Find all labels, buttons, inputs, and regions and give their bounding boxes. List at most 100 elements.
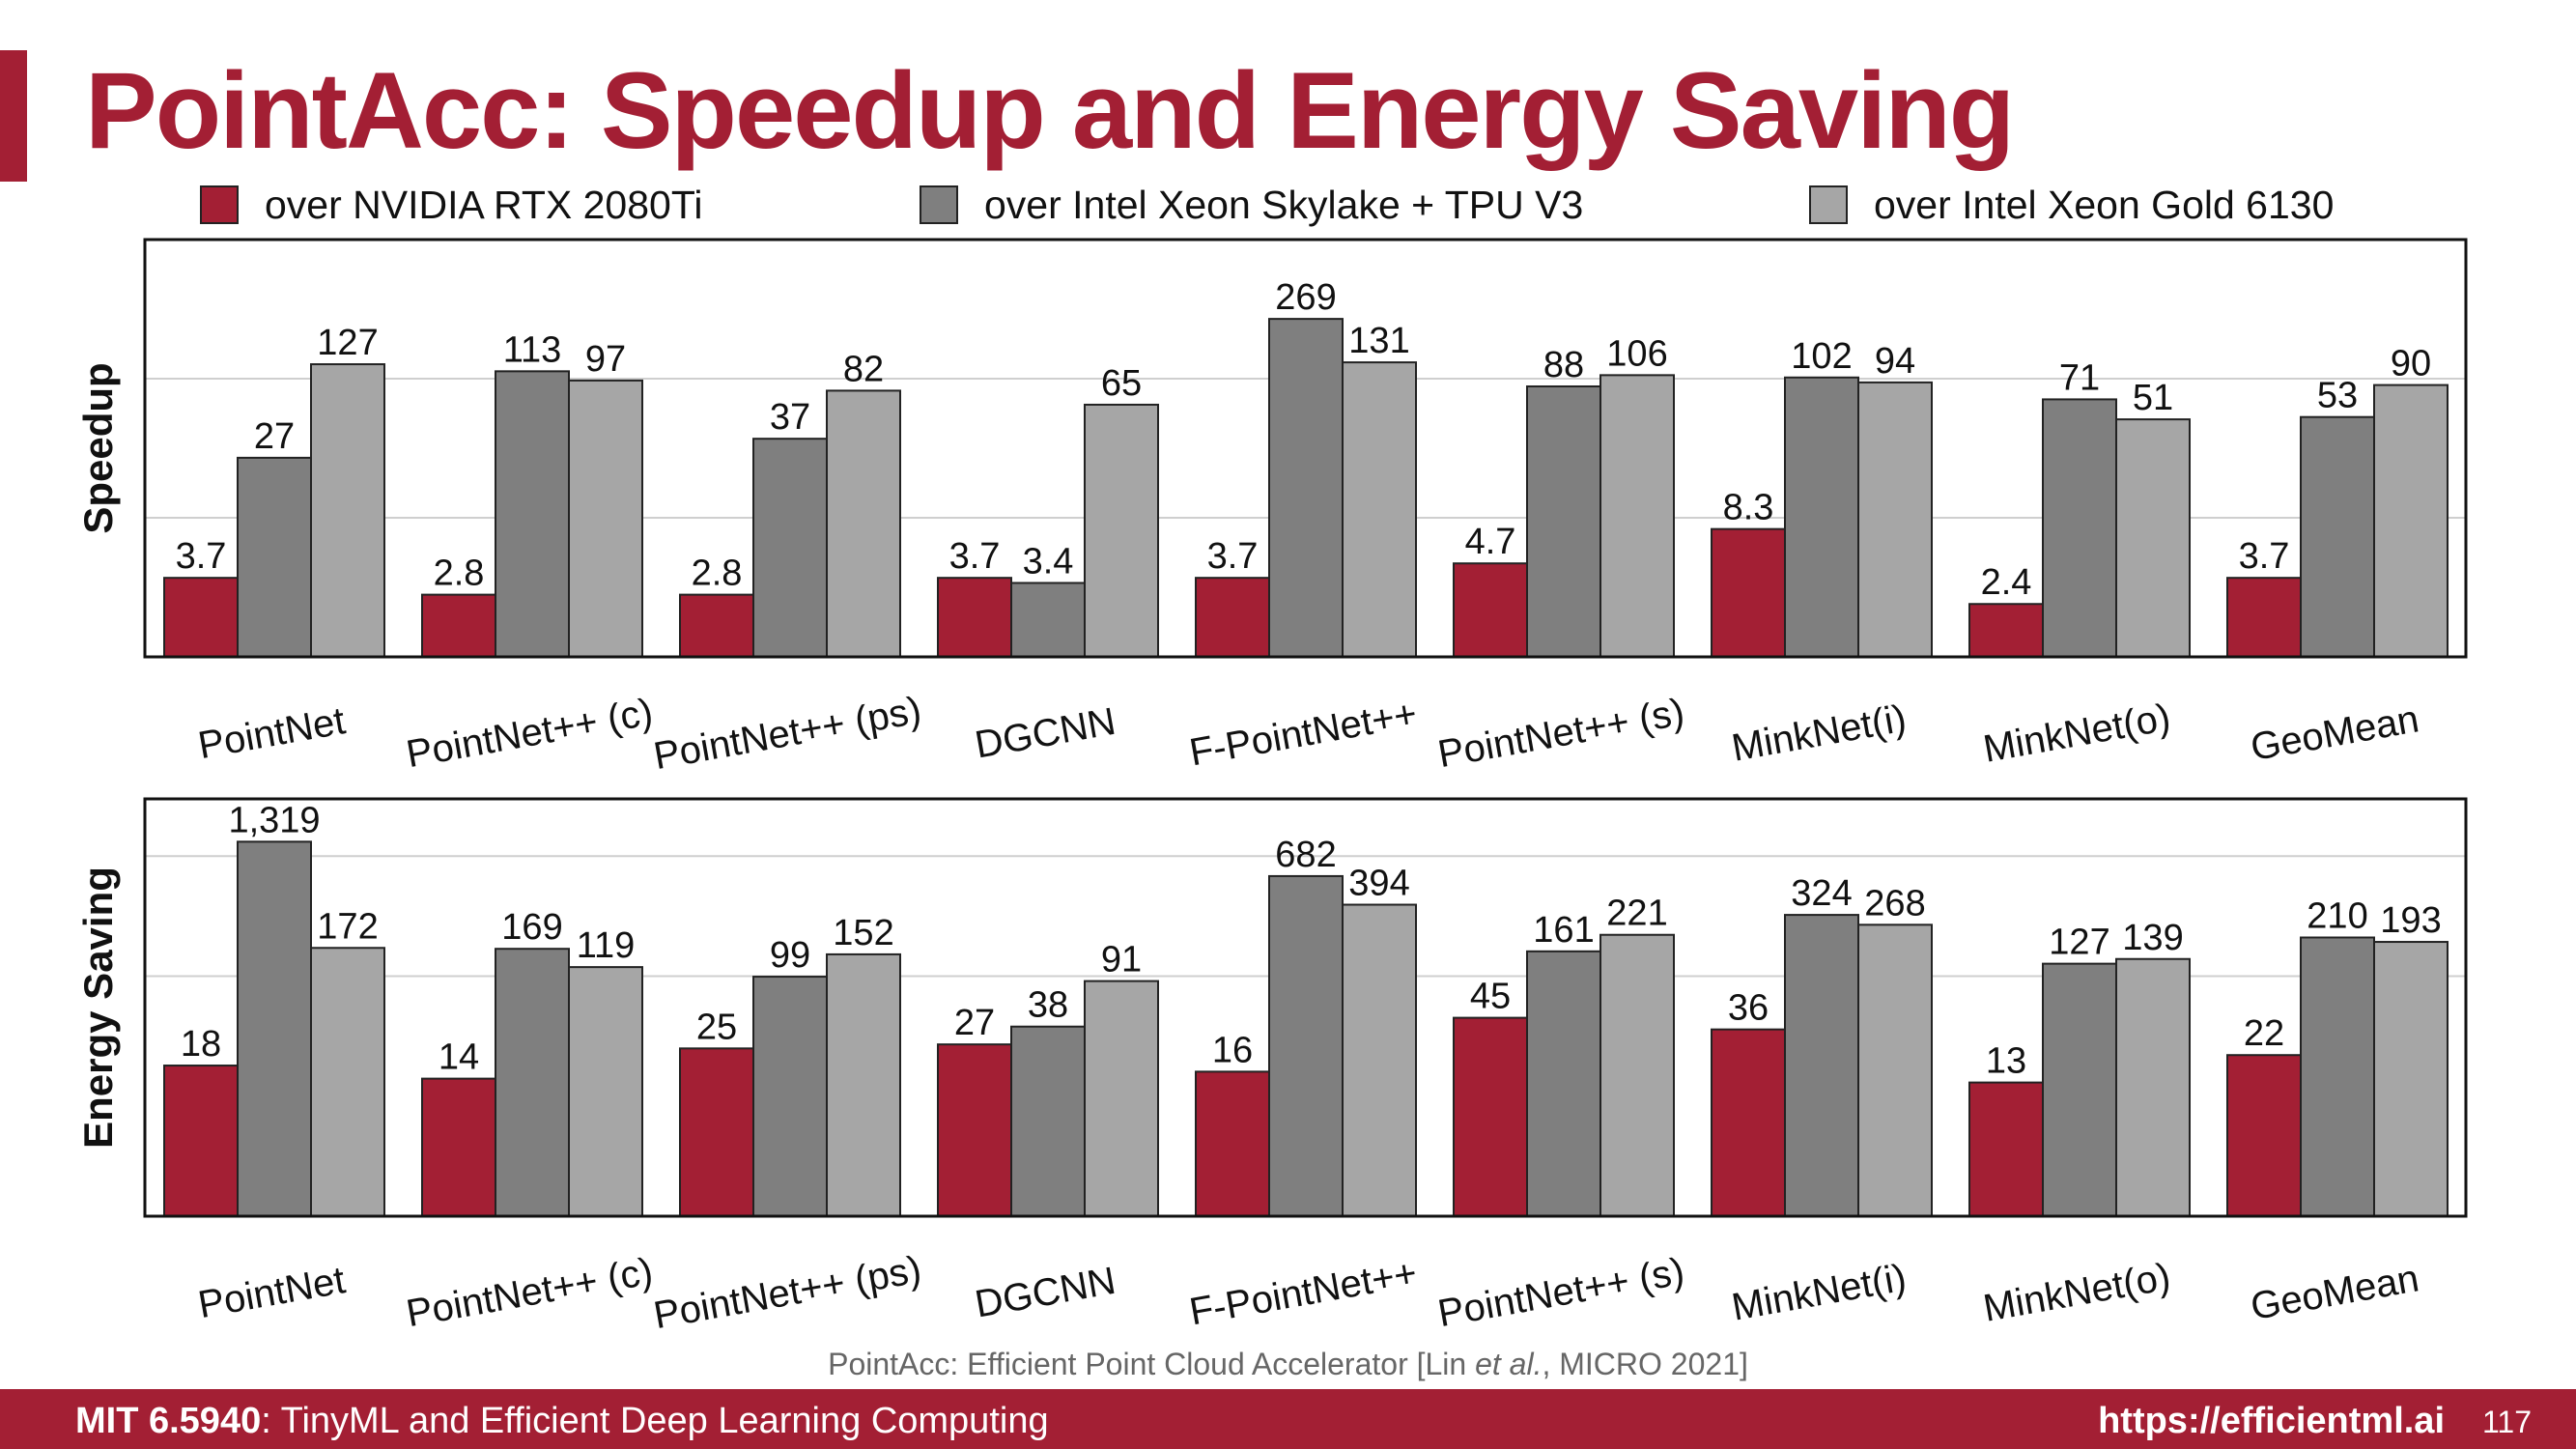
data-label: 221 xyxy=(1606,894,1667,934)
data-label: 139 xyxy=(2122,918,2183,958)
bar xyxy=(1453,1016,1528,1218)
data-label: 14 xyxy=(439,1037,479,1078)
bar xyxy=(1010,582,1086,659)
bar xyxy=(1968,603,2044,658)
category-label: PointNet xyxy=(195,699,349,767)
data-label: 71 xyxy=(2059,357,2100,398)
data-label: 18 xyxy=(181,1024,221,1065)
bar xyxy=(2115,418,2191,658)
data-label: 82 xyxy=(843,349,884,389)
category-label: GeoMean xyxy=(2248,1257,2422,1328)
citation: PointAcc: Efficient Point Cloud Accelera… xyxy=(0,1347,2576,1382)
bar xyxy=(495,370,570,658)
bar xyxy=(752,438,828,658)
data-label: 88 xyxy=(1543,345,1584,385)
category-label: F-PointNet++ xyxy=(1186,693,1420,775)
legend-label: over Intel Xeon Gold 6130 xyxy=(1874,183,2334,227)
data-label: 36 xyxy=(1728,988,1769,1029)
data-label: 3.7 xyxy=(1207,536,1259,577)
category-label: F-PointNet++ xyxy=(1186,1252,1420,1334)
bar xyxy=(237,840,312,1217)
data-label: 99 xyxy=(770,935,810,976)
bar xyxy=(1526,950,1601,1217)
data-label: 65 xyxy=(1101,363,1142,404)
bar xyxy=(310,947,385,1217)
bar xyxy=(1857,923,1933,1218)
bar xyxy=(2300,936,2375,1217)
website-link[interactable]: https://efficientml.ai xyxy=(2098,1401,2445,1441)
bar xyxy=(1599,374,1675,658)
plot-frame xyxy=(143,797,2468,1218)
bar xyxy=(1857,381,1933,658)
category-label: MinkNet(i) xyxy=(1729,1257,1910,1329)
category-label: PointNet++ (c) xyxy=(403,691,656,776)
data-label: 131 xyxy=(1348,321,1409,361)
bar xyxy=(421,593,496,659)
data-label: 193 xyxy=(2380,900,2441,941)
citation-prefix: PointAcc: Efficient Point Cloud Accelera… xyxy=(828,1347,1476,1381)
data-label: 37 xyxy=(770,397,810,438)
bar xyxy=(1453,562,1528,658)
data-label: 127 xyxy=(2049,923,2109,963)
bar xyxy=(826,952,901,1217)
bar xyxy=(495,948,570,1218)
category-label: GeoMean xyxy=(2248,697,2422,769)
course-label: MIT 6.5940: TinyML and Efficient Deep Le… xyxy=(75,1401,1049,1442)
category-label: DGCNN xyxy=(972,1260,1118,1326)
bar xyxy=(1711,527,1786,659)
bar xyxy=(163,577,239,658)
y-axis-label: Energy Saving xyxy=(75,867,121,1149)
citation-suffix: , MICRO 2021] xyxy=(1542,1347,1748,1381)
bar xyxy=(568,966,643,1217)
bar xyxy=(679,1047,754,1218)
category-label: DGCNN xyxy=(972,700,1118,767)
data-label: 22 xyxy=(2244,1013,2284,1054)
bar xyxy=(1195,1070,1270,1218)
category-label: PointNet++ (s) xyxy=(1434,1250,1687,1335)
data-label: 2.8 xyxy=(692,554,743,594)
bar xyxy=(679,593,754,659)
data-label: 127 xyxy=(317,323,378,363)
bar xyxy=(2226,1054,2302,1217)
bar xyxy=(1268,318,1344,658)
course-name: : TinyML and Efficient Deep Learning Com… xyxy=(261,1401,1049,1441)
bar xyxy=(937,1043,1012,1218)
bar xyxy=(1084,403,1159,658)
course-code: MIT 6.5940 xyxy=(75,1401,262,1441)
bar xyxy=(1711,1028,1786,1218)
bar xyxy=(421,1077,496,1217)
data-label: 102 xyxy=(1791,336,1852,377)
bar xyxy=(752,976,828,1217)
data-label: 38 xyxy=(1028,985,1068,1026)
legend-label: over Intel Xeon Skylake + TPU V3 xyxy=(984,183,1583,227)
data-label: 113 xyxy=(503,329,562,370)
title-accent-bar xyxy=(0,50,27,182)
data-label: 53 xyxy=(2317,376,2358,416)
bar xyxy=(1968,1081,2044,1218)
bar xyxy=(1268,874,1344,1218)
bar xyxy=(1526,384,1601,658)
bar xyxy=(1195,577,1270,658)
data-label: 106 xyxy=(1606,333,1667,374)
y-axis-label: Speedup xyxy=(75,362,121,533)
bar xyxy=(2042,962,2117,1217)
bar xyxy=(2300,415,2375,659)
data-label: 91 xyxy=(1101,940,1142,980)
category-label: PointNet++ (ps) xyxy=(650,1248,924,1337)
data-label: 3.7 xyxy=(949,536,1001,577)
bar xyxy=(1784,914,1859,1218)
bar xyxy=(2373,384,2449,658)
category-label: MinkNet(o) xyxy=(1980,1256,2173,1330)
data-label: 169 xyxy=(501,907,562,948)
data-label: 161 xyxy=(1533,910,1594,951)
legend-label: over NVIDIA RTX 2080Ti xyxy=(265,183,702,227)
data-label: 152 xyxy=(833,913,893,953)
data-label: 2.8 xyxy=(434,554,485,594)
data-label: 27 xyxy=(254,416,295,457)
bar xyxy=(1784,376,1859,658)
data-label: 97 xyxy=(585,339,626,380)
bar xyxy=(237,456,312,658)
data-label: 8.3 xyxy=(1723,488,1774,528)
data-label: 94 xyxy=(1875,341,1915,382)
data-label: 268 xyxy=(1864,883,1925,923)
